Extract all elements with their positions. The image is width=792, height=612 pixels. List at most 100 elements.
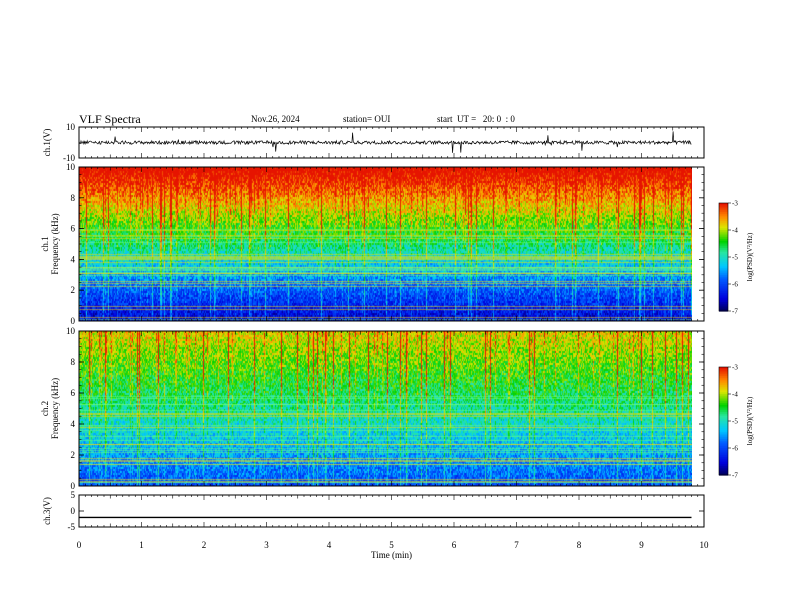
colorbar-swatch bbox=[719, 440, 728, 444]
colorbar-swatch bbox=[719, 253, 728, 256]
colorbar-swatch bbox=[719, 372, 728, 375]
x-tick-label: 1 bbox=[139, 540, 144, 550]
colorbar-swatch bbox=[719, 394, 728, 397]
colorbar-swatch bbox=[719, 291, 728, 294]
colorbar-tick-label: -6 bbox=[732, 445, 738, 453]
colorbar-swatch bbox=[719, 430, 728, 433]
colorbar-swatch bbox=[719, 282, 728, 285]
colorbar-swatch bbox=[719, 455, 728, 458]
ch1-ylabel: ch.1(V) bbox=[42, 129, 52, 157]
x-tick-label: 7 bbox=[514, 540, 519, 550]
y-tick-label: 5 bbox=[71, 490, 76, 500]
colorbar-swatch bbox=[719, 473, 728, 476]
y-tick-label: 0 bbox=[71, 481, 76, 491]
colorbar-swatch bbox=[719, 269, 728, 272]
colorbar-swatch bbox=[719, 462, 728, 465]
y-tick-label: 10 bbox=[66, 122, 76, 132]
y-tick-label: 0 bbox=[71, 506, 76, 516]
colorbar-swatch bbox=[719, 257, 728, 260]
colorbar-swatch bbox=[719, 460, 728, 463]
colorbar-swatch bbox=[719, 381, 728, 384]
colorbar-swatch bbox=[719, 271, 728, 274]
colorbar-swatch bbox=[719, 448, 728, 451]
colorbar-swatch bbox=[719, 444, 728, 447]
colorbar-swatch bbox=[719, 231, 728, 235]
colorbar-swatch bbox=[719, 376, 728, 379]
colorbar-swatch bbox=[719, 410, 728, 413]
y-tick-label: -10 bbox=[63, 153, 75, 163]
colorbar-swatch bbox=[719, 399, 728, 402]
colorbar-swatch bbox=[719, 401, 728, 404]
ch1-waveform-line bbox=[78, 131, 692, 153]
x-tick-label: 5 bbox=[389, 540, 394, 550]
x-tick-label: 8 bbox=[577, 540, 582, 550]
colorbar-swatch bbox=[719, 296, 728, 299]
colorbar-tick-label: -4 bbox=[732, 227, 738, 235]
colorbar-swatch bbox=[719, 388, 728, 391]
spectrogram-ch1 bbox=[79, 167, 692, 321]
colorbar-swatch bbox=[719, 287, 728, 290]
colorbar-swatch bbox=[719, 217, 728, 220]
y-tick-label: 8 bbox=[71, 357, 76, 367]
colorbar-swatch bbox=[719, 260, 728, 263]
colorbar-swatch bbox=[719, 293, 728, 296]
colorbar-swatch bbox=[719, 240, 728, 244]
colorbar-swatch bbox=[719, 235, 728, 238]
colorbar-swatch bbox=[719, 377, 728, 381]
x-tick-label: 4 bbox=[327, 540, 332, 550]
y-tick-label: 4 bbox=[71, 254, 76, 264]
colorbar-swatch bbox=[719, 204, 728, 208]
colorbar-swatch bbox=[719, 300, 728, 303]
colorbar-swatch bbox=[719, 305, 728, 308]
colorbar-swatch bbox=[719, 395, 728, 399]
x-axis-label: Time (min) bbox=[371, 550, 412, 560]
colorbar-swatch bbox=[719, 435, 728, 438]
colorbar-swatch bbox=[719, 219, 728, 222]
y-tick-label: 0 bbox=[71, 316, 76, 326]
colorbar-swatch bbox=[719, 404, 728, 408]
colorbar-swatch bbox=[719, 437, 728, 440]
colorbar-swatch bbox=[719, 442, 728, 445]
colorbar-swatch bbox=[719, 449, 728, 453]
colorbar-swatch bbox=[719, 415, 728, 418]
colorbar-swatch bbox=[719, 374, 728, 377]
colorbar-swatch bbox=[719, 426, 728, 429]
colorbar-swatch bbox=[719, 213, 728, 217]
colorbar-swatch bbox=[719, 215, 728, 218]
colorbar-swatch bbox=[719, 383, 728, 386]
colorbar-swatch bbox=[719, 307, 728, 310]
colorbar-swatch bbox=[719, 370, 728, 373]
colorbar-swatch bbox=[719, 392, 728, 395]
y-tick-label: 2 bbox=[71, 285, 76, 295]
colorbar-swatch bbox=[719, 397, 728, 400]
colorbar-swatch bbox=[719, 242, 728, 245]
colorbar-tick-label: -3 bbox=[732, 200, 738, 208]
x-tick-label: 10 bbox=[700, 540, 710, 550]
colorbar-swatch bbox=[719, 280, 728, 283]
x-tick-label: 2 bbox=[202, 540, 207, 550]
colorbar-swatch bbox=[719, 251, 728, 254]
colorbar-tick-label: -3 bbox=[732, 364, 738, 372]
colorbar-swatch bbox=[719, 458, 728, 462]
colorbar-swatch bbox=[719, 208, 728, 211]
start-ut-label: start UT = 20: 0 : 0 bbox=[437, 114, 515, 124]
colorbar-swatch bbox=[719, 379, 728, 382]
colorbar-swatch bbox=[719, 228, 728, 231]
colorbar-swatch bbox=[719, 408, 728, 411]
colorbar-swatch bbox=[719, 368, 728, 372]
colorbar-swatch bbox=[719, 367, 728, 370]
chart-title: VLF Spectra bbox=[79, 112, 141, 126]
colorbar-swatch bbox=[719, 453, 728, 456]
colorbar-swatch bbox=[719, 303, 728, 307]
colorbar-tick-label: -7 bbox=[732, 308, 738, 316]
colorbar-swatch bbox=[719, 206, 728, 209]
colorbar-swatch bbox=[719, 428, 728, 431]
colorbar-tick-label: -4 bbox=[732, 391, 738, 399]
colorbar-swatch bbox=[719, 309, 728, 312]
colorbar-swatch bbox=[719, 422, 728, 426]
colorbar-swatch bbox=[719, 413, 728, 417]
colorbar-swatch bbox=[719, 439, 728, 442]
colorbar-tick-label: -6 bbox=[732, 281, 738, 289]
colorbar-swatch bbox=[719, 421, 728, 424]
colorbar-swatch bbox=[719, 403, 728, 406]
